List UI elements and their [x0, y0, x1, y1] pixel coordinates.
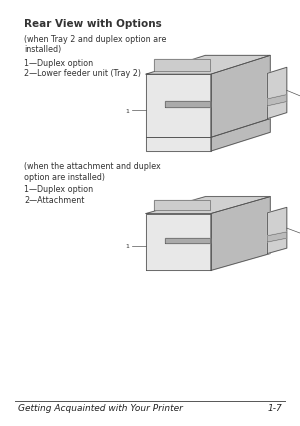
Text: 1—Duplex option: 1—Duplex option — [24, 59, 93, 68]
Polygon shape — [211, 119, 270, 152]
Polygon shape — [146, 197, 270, 214]
Polygon shape — [146, 138, 211, 152]
Text: 1: 1 — [126, 108, 130, 113]
Polygon shape — [268, 208, 287, 254]
Text: 1—Duplex option: 1—Duplex option — [24, 185, 93, 194]
Polygon shape — [165, 239, 209, 243]
Text: Getting Acquainted with Your Printer: Getting Acquainted with Your Printer — [18, 403, 183, 412]
Polygon shape — [268, 233, 287, 242]
Text: 1-7: 1-7 — [267, 403, 282, 412]
Text: 1: 1 — [126, 244, 130, 249]
Polygon shape — [211, 56, 270, 138]
Polygon shape — [268, 95, 287, 106]
Polygon shape — [154, 60, 209, 72]
Polygon shape — [154, 200, 209, 211]
Text: (when the attachment and duplex
option are installed): (when the attachment and duplex option a… — [24, 162, 161, 181]
Text: (when Tray 2 and duplex option are
installed): (when Tray 2 and duplex option are insta… — [24, 35, 166, 54]
Polygon shape — [146, 214, 211, 271]
Polygon shape — [211, 197, 270, 271]
Polygon shape — [146, 56, 270, 75]
Polygon shape — [146, 75, 211, 138]
Polygon shape — [165, 102, 209, 107]
Text: 2—Attachment: 2—Attachment — [24, 195, 84, 204]
Polygon shape — [268, 68, 287, 119]
Text: Rear View with Options: Rear View with Options — [24, 19, 162, 29]
Text: 2—Lower feeder unit (Tray 2): 2—Lower feeder unit (Tray 2) — [24, 69, 141, 78]
